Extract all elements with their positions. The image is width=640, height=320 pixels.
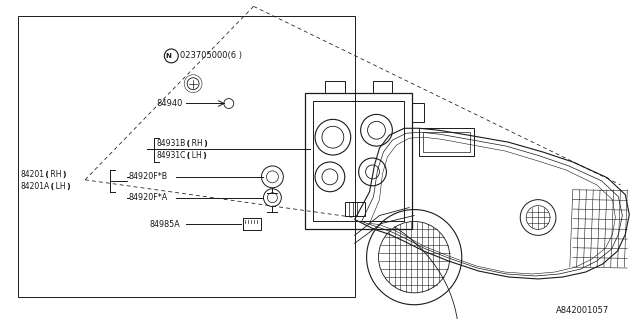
Bar (18, 16, 355, 297)
Text: 023705000(6 ): 023705000(6 ) (180, 52, 242, 60)
Text: 84201A❪LH❫: 84201A❪LH❫ (20, 182, 72, 191)
Bar (243, 219, 260, 230)
Bar (423, 132, 470, 152)
Text: 84985A: 84985A (150, 220, 180, 229)
Text: 84931B❪RH❫: 84931B❪RH❫ (156, 139, 209, 148)
Text: 84940: 84940 (156, 99, 183, 108)
Bar (345, 202, 365, 215)
Text: A842001057: A842001057 (556, 306, 609, 315)
Text: 84201❪RH❫: 84201❪RH❫ (20, 170, 68, 180)
Text: N: N (165, 53, 172, 59)
Text: 84920F*A: 84920F*A (129, 193, 168, 202)
Text: 84931C❪LH❫: 84931C❪LH❫ (156, 150, 209, 160)
Bar (419, 128, 474, 156)
Text: 84920F*B: 84920F*B (129, 172, 168, 181)
Bar (412, 102, 424, 122)
Bar (305, 92, 412, 229)
Bar (325, 81, 345, 92)
Bar (313, 100, 404, 221)
Bar (372, 81, 392, 92)
